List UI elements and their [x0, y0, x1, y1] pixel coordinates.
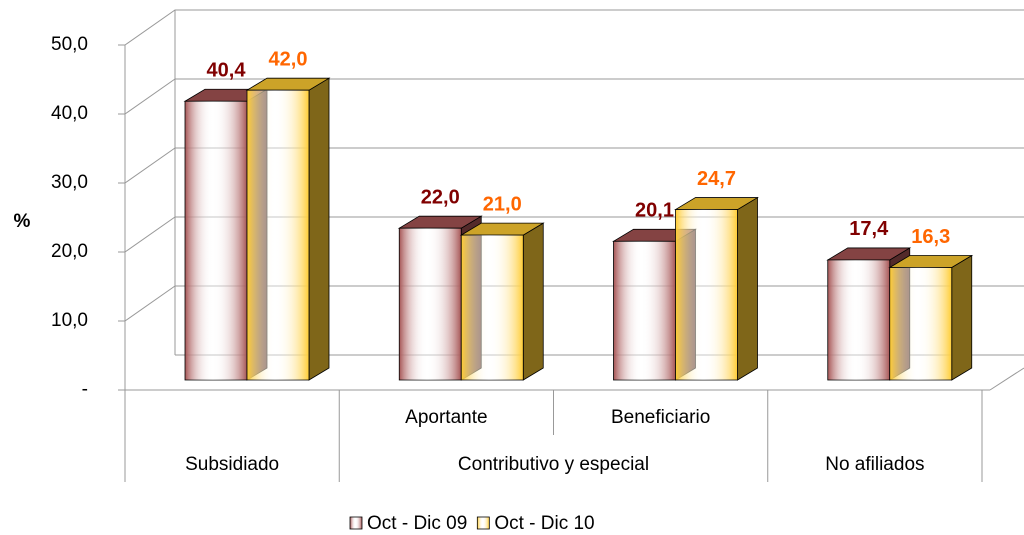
bar-top-shade [889, 255, 972, 268]
y-tick-label: 40,0 [51, 103, 88, 124]
group-label: No afiliados [825, 454, 924, 475]
bar-highlight [185, 101, 247, 381]
legend-label: Oct - Dic 10 [494, 513, 594, 534]
bar-highlight [889, 267, 952, 380]
value-label: 16,3 [911, 226, 950, 248]
value-label: 40,4 [207, 60, 247, 82]
legend-label: Oct - Dic 09 [367, 513, 467, 534]
y-tick-label: - [82, 379, 88, 400]
bar-shade [309, 78, 329, 380]
group-label: Subsidiado [185, 454, 279, 475]
y-axis-label: % [14, 211, 31, 232]
bar-top-shade [461, 223, 544, 236]
group-label: Contributivo y especial [458, 454, 649, 475]
category-label: Beneficiario [611, 407, 710, 428]
y-tick-label: 20,0 [51, 241, 88, 262]
legend: Oct - Dic 09 Oct - Dic 10 [349, 513, 595, 534]
y-tick-label: 10,0 [51, 310, 88, 331]
bar-top-shade [247, 78, 329, 91]
value-label: 21,0 [483, 193, 522, 215]
value-label: 24,7 [697, 168, 736, 190]
y-tick-label: 50,0 [51, 34, 88, 55]
y-tick-label: 30,0 [51, 172, 88, 193]
bar-top-shade [613, 229, 696, 242]
value-label: 22,0 [421, 186, 460, 208]
grid-line [124, 9, 1024, 46]
bar-highlight [247, 90, 309, 380]
bar-top-shade [399, 216, 482, 229]
bar-shade [951, 255, 972, 380]
legend-swatch [476, 516, 490, 530]
grid-line [124, 147, 1024, 184]
bar-top-shade [675, 197, 758, 210]
bar-highlight [461, 235, 524, 380]
bar-highlight [827, 259, 890, 380]
bar-highlight [675, 209, 738, 380]
category-label: Aportante [405, 407, 487, 428]
grid-line [124, 78, 1024, 115]
floor-right [989, 367, 1024, 391]
value-label: 20,1 [635, 200, 674, 222]
bar-highlight [399, 228, 462, 380]
value-label: 17,4 [849, 218, 889, 240]
legend-swatch [349, 516, 363, 530]
bar-shade [523, 223, 544, 380]
value-label: 42,0 [269, 48, 308, 70]
bar-highlight [613, 241, 676, 380]
bar-top-shade [827, 247, 910, 260]
bar-shade [737, 197, 758, 380]
bar-top-shade [185, 89, 267, 102]
